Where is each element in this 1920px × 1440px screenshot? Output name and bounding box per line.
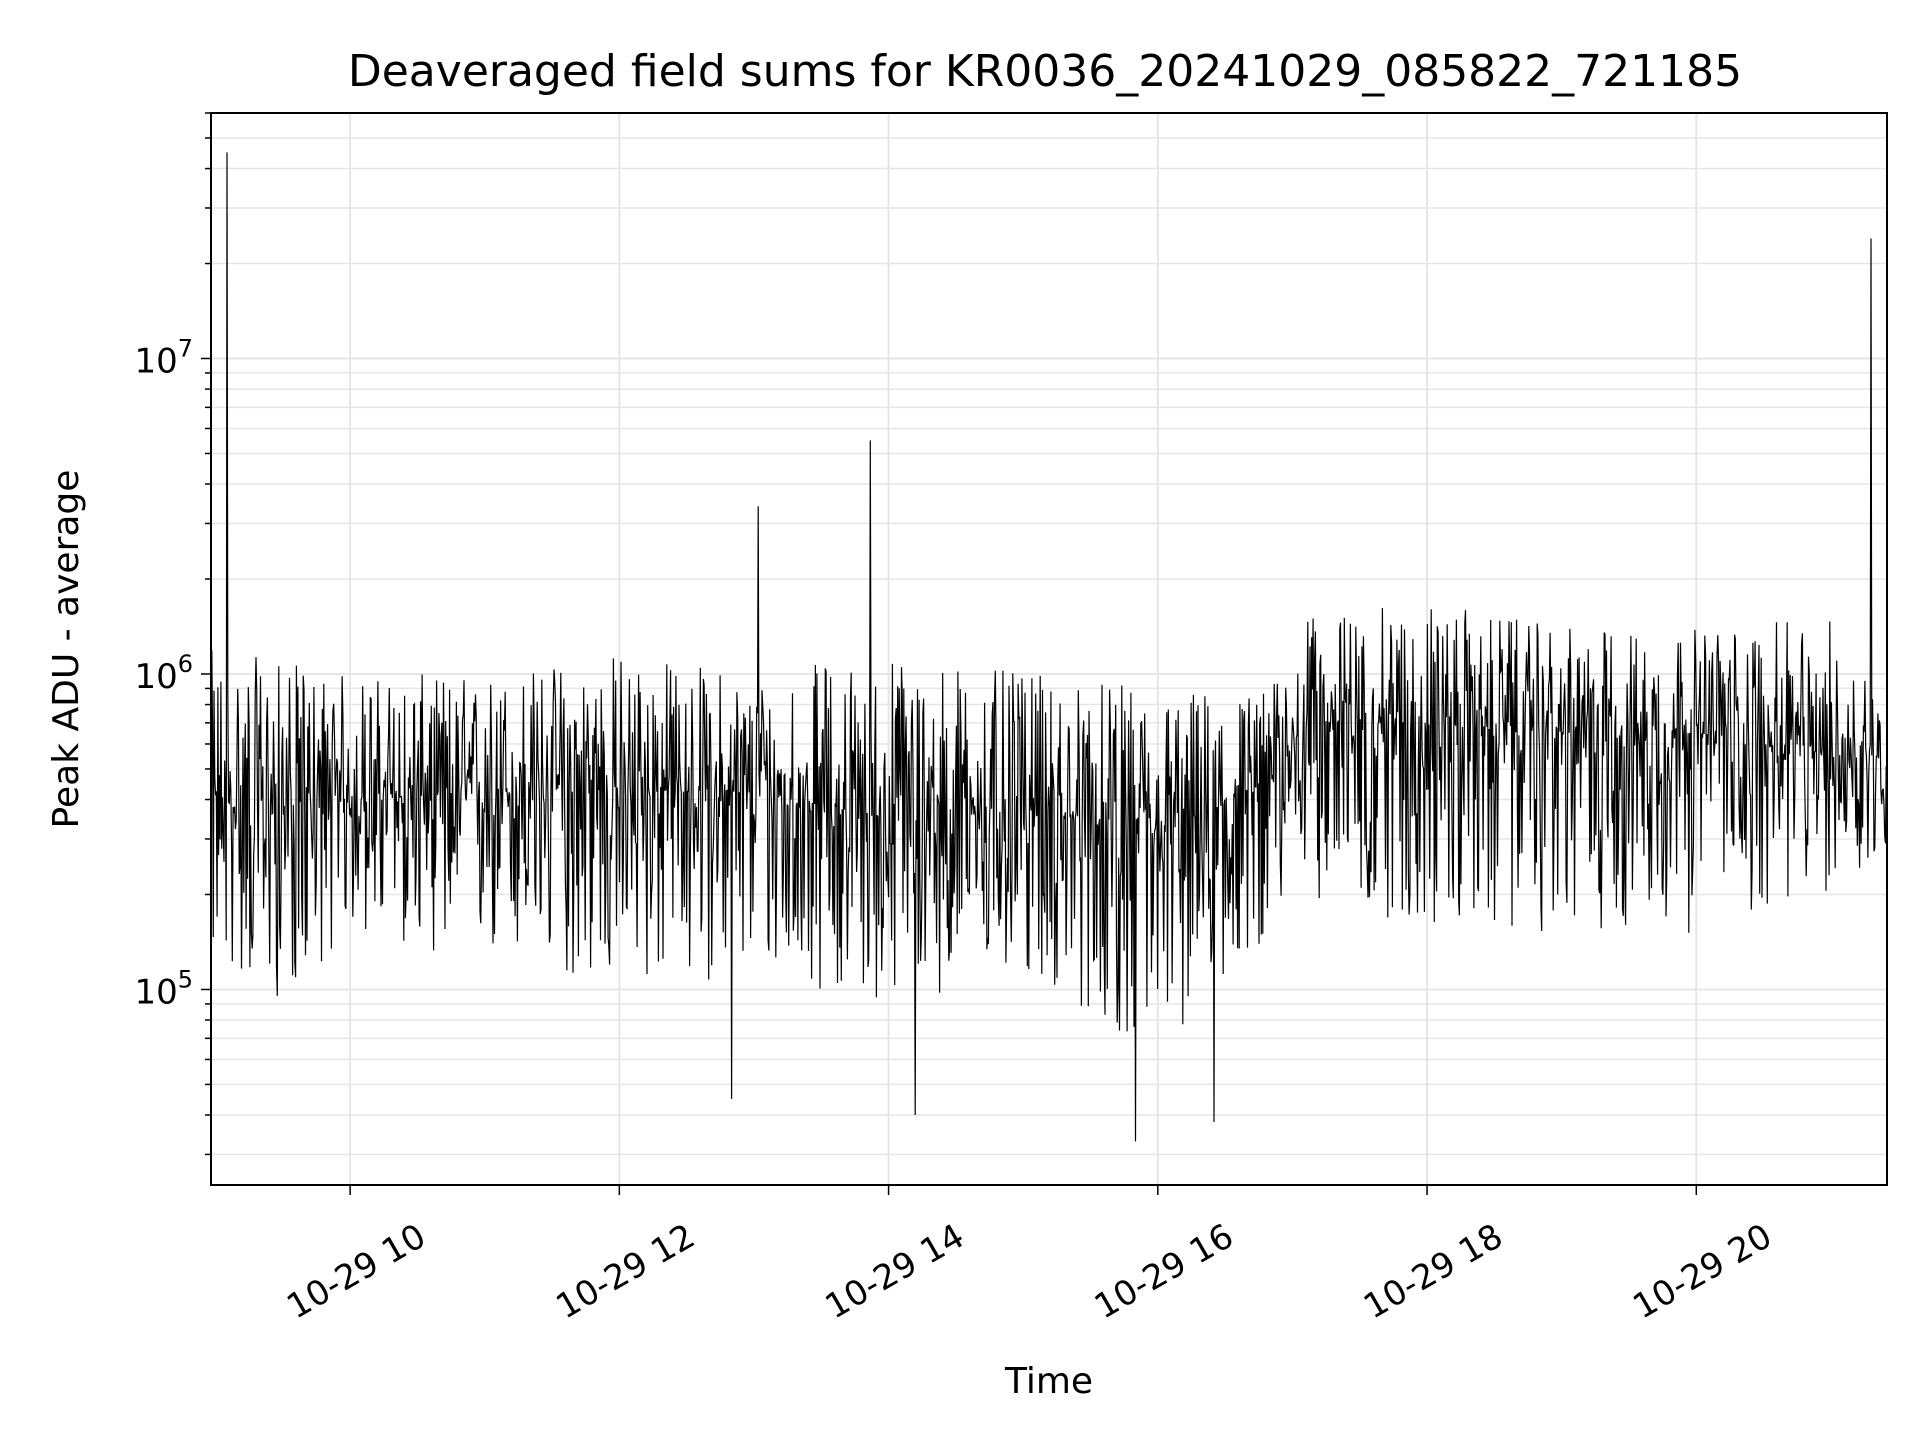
x-tick-label: 10-29 14 [819, 1216, 971, 1327]
series-line [210, 152, 1888, 1142]
x-axis-label: Time [1004, 1361, 1093, 1402]
chart-title: Deaveraged field sums for KR0036_2024102… [348, 46, 1742, 97]
x-axis: 10-29 10 10-29 12 10-29 14 10-29 16 10-29 18… [280, 1185, 1779, 1327]
x-tick-label: 10-29 12 [549, 1216, 701, 1327]
y-tick-label: 105 [134, 965, 193, 1012]
series-path [210, 152, 1888, 1142]
x-tick-label: 10-29 10 [280, 1216, 432, 1327]
y-tick-label: 107 [134, 334, 193, 381]
y-axis-label: Peak ADU - average [46, 470, 87, 829]
x-tick-label: 10-29 18 [1357, 1216, 1509, 1327]
y-axis: 105 106 107 [134, 112, 211, 1156]
y-tick-label: 106 [134, 650, 193, 697]
x-tick-label: 10-29 16 [1088, 1216, 1240, 1327]
x-tick-label: 10-29 20 [1626, 1216, 1778, 1327]
plot-frame [210, 112, 1888, 1186]
